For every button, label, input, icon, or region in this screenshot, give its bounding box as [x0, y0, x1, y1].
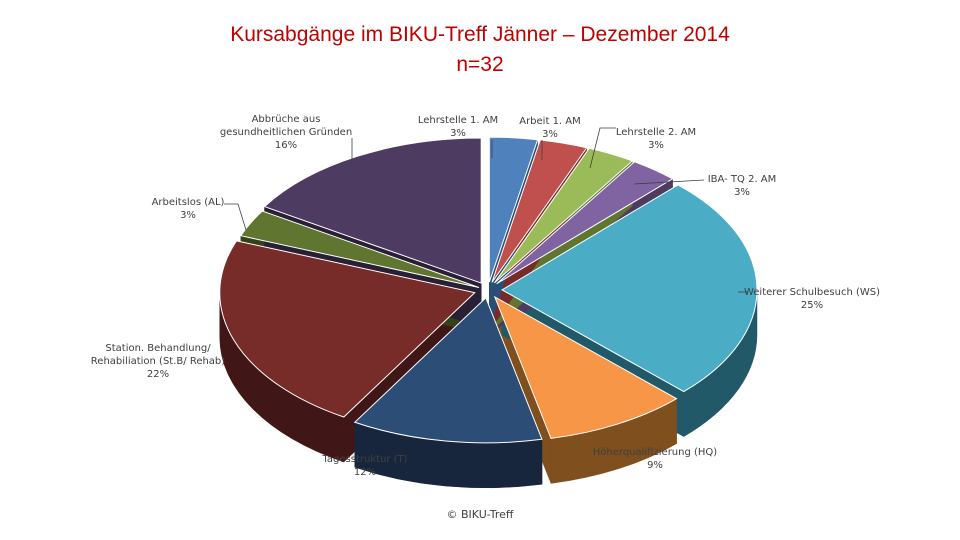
leader-line-iba-tq-2-am: [633, 179, 705, 185]
copyright-footer: © BIKU-Treff: [446, 508, 514, 521]
slice-pct-station-behandlung-rehabiliation-st-b-rehab: 22%: [147, 369, 169, 380]
slice-label-arbeit-1-am: Arbeit 1. AM 3%: [519, 116, 581, 140]
slice-pct-weiterer-schulbesuch-ws: 25%: [801, 300, 823, 311]
leader-lines: [224, 127, 748, 293]
slice-abbr-che-aus-gesundheitlichen-gr-nden: [263, 137, 482, 284]
slice-iba-tq-2-am: [496, 161, 674, 285]
slice-pct-arbeit-1-am: 3%: [542, 129, 558, 140]
slice-arbeitslos-al: [240, 210, 480, 288]
pie-tops: [219, 136, 758, 444]
slice-pct-h-herqualifizierung-hq: 9%: [647, 460, 663, 471]
slice-arbeit-1-am: [491, 139, 588, 283]
slice-label-lehrstelle-1-am: Lehrstelle 1. AM 3%: [418, 115, 498, 139]
slice-label-abbr-che-aus-gesundheitlichen-gr-nden: Abbrüche aus gesundheitlichen Gründen 16%: [220, 114, 352, 151]
slice-label-arbeitslos-al: Arbeitslos (AL) 3%: [152, 197, 225, 221]
slice-weiterer-schulbesuch-ws: [500, 184, 758, 393]
slice-pct-iba-tq-2-am: 3%: [734, 187, 750, 198]
slice-pct-lehrstelle-1-am: 3%: [450, 128, 466, 139]
slice-label-tagesstruktur-t: Tagesstruktur (T) 12%: [321, 454, 407, 478]
slice-label-weiterer-schulbesuch-ws: Weiterer Schulbesuch (WS) 25%: [744, 287, 880, 311]
slice-h-herqualifizierung-hq: [493, 295, 678, 439]
slice-lehrstelle-2-am: [494, 147, 634, 284]
slice-label-station-behandlung-rehabiliation-st-b-rehab: Station. Behandlung/Rehabiliation (St.B/…: [91, 343, 225, 380]
slice-station-behandlung-rehabiliation-st-b-rehab: [219, 240, 476, 418]
chart-title: Kursabgänge im BIKU-Treff Jänner – Dezem…: [0, 20, 960, 80]
chart-subtitle: n=32: [456, 53, 504, 76]
slice-pct-lehrstelle-2-am: 3%: [648, 140, 664, 151]
slice-pct-arbeitslos-al: 3%: [180, 210, 196, 221]
slice-label-iba-tq-2-am: IBA- TQ 2. AM 3%: [708, 174, 777, 198]
chart-title-main: Kursabgänge im BIKU-Treff Jänner – Dezem…: [230, 23, 730, 46]
slice-label-lehrstelle-2-am: Lehrstelle 2. AM 3%: [616, 127, 696, 151]
slice-label-h-herqualifizierung-hq: Höherqualifizierung (HQ) 9%: [593, 447, 718, 471]
slice-labels: Lehrstelle 1. AM 3% Arbeit 1. AM 3% Lehrstel…: [91, 114, 880, 478]
leader-line-arbeitslos-al: [224, 203, 247, 231]
slice-tagesstruktur-t: [353, 296, 543, 444]
leader-line-lehrstelle-2-am: [589, 127, 616, 169]
slice-lehrstelle-1-am: [488, 136, 539, 283]
slice-pct-tagesstruktur-t: 12%: [354, 467, 376, 478]
slice-pct-abbr-che-aus-gesundheitlichen-gr-nden: 16%: [275, 140, 297, 151]
